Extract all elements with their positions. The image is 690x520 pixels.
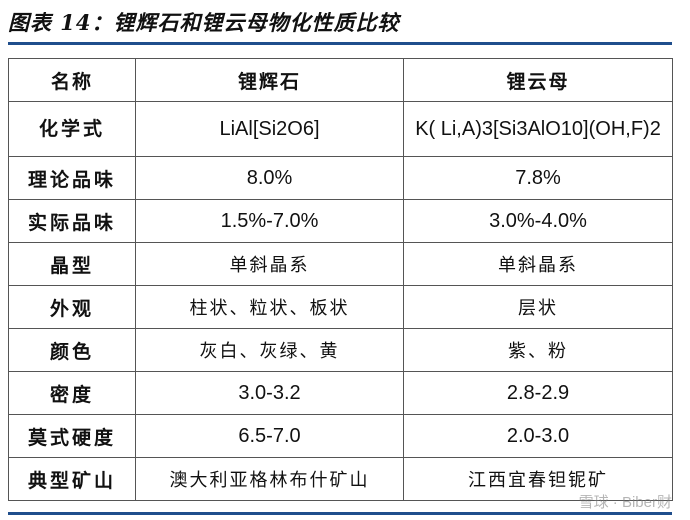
header-lepidolite: 锂云母	[403, 58, 673, 102]
watermark: 雪球 · Biber财	[578, 494, 672, 511]
lepidolite-value: 江西宜春钽铌矿	[403, 457, 673, 501]
header-spodumene: 锂辉石	[135, 58, 404, 102]
bottom-rule	[8, 512, 672, 515]
table-row: 晶型 单斜晶系 单斜晶系	[8, 242, 673, 286]
lepidolite-value: 层状	[403, 285, 673, 329]
spodumene-value: 3.0-3.2	[135, 371, 404, 415]
spodumene-value: 灰白、灰绿、黄	[135, 328, 404, 372]
row-label: 密度	[8, 371, 136, 415]
row-label: 晶型	[8, 242, 136, 286]
row-label: 莫式硬度	[8, 414, 136, 458]
row-label: 理论品味	[8, 156, 136, 200]
table-row: 典型矿山 澳大利亚格林布什矿山 江西宜春钽铌矿	[8, 457, 673, 501]
row-label: 典型矿山	[8, 457, 136, 501]
table-row: 理论品味 8.0% 7.8%	[8, 156, 673, 200]
table-row: 实际品味 1.5%-7.0% 3.0%-4.0%	[8, 199, 673, 243]
lepidolite-value: 单斜晶系	[403, 242, 673, 286]
spodumene-value: 1.5%-7.0%	[135, 199, 404, 243]
spodumene-value: 6.5-7.0	[135, 414, 404, 458]
lepidolite-value: 2.0-3.0	[403, 414, 673, 458]
lepidolite-value: 3.0%-4.0%	[403, 199, 673, 243]
figure-title: 图表 14：锂辉石和锂云母物化性质比较	[8, 10, 400, 35]
lepidolite-value: 紫、粉	[403, 328, 673, 372]
row-label: 化学式	[8, 101, 136, 157]
header-name: 名称	[8, 58, 136, 102]
spodumene-value: LiAl[Si2O6]	[135, 101, 404, 157]
top-rule	[8, 42, 672, 45]
table-row: 密度 3.0-3.2 2.8-2.9	[8, 371, 673, 415]
spodumene-value: 柱状、粒状、板状	[135, 285, 404, 329]
table-row: 莫式硬度 6.5-7.0 2.0-3.0	[8, 414, 673, 458]
row-label: 实际品味	[8, 199, 136, 243]
spodumene-value: 8.0%	[135, 156, 404, 200]
lepidolite-value: 7.8%	[403, 156, 673, 200]
lepidolite-value: K( Li,A)3[Si3AlO10](OH,F)2	[403, 101, 673, 157]
spodumene-value: 澳大利亚格林布什矿山	[135, 457, 404, 501]
table-row: 颜色 灰白、灰绿、黄 紫、粉	[8, 328, 673, 372]
table-row: 外观 柱状、粒状、板状 层状	[8, 285, 673, 329]
spodumene-value: 单斜晶系	[135, 242, 404, 286]
row-label: 外观	[8, 285, 136, 329]
comparison-table: 名称 锂辉石 锂云母 化学式 LiAl[Si2O6] K( Li,A)3[Si3…	[8, 58, 673, 501]
header-row: 名称 锂辉石 锂云母	[8, 58, 673, 102]
table-row: 化学式 LiAl[Si2O6] K( Li,A)3[Si3AlO10](OH,F…	[8, 101, 673, 157]
row-label: 颜色	[8, 328, 136, 372]
lepidolite-value: 2.8-2.9	[403, 371, 673, 415]
